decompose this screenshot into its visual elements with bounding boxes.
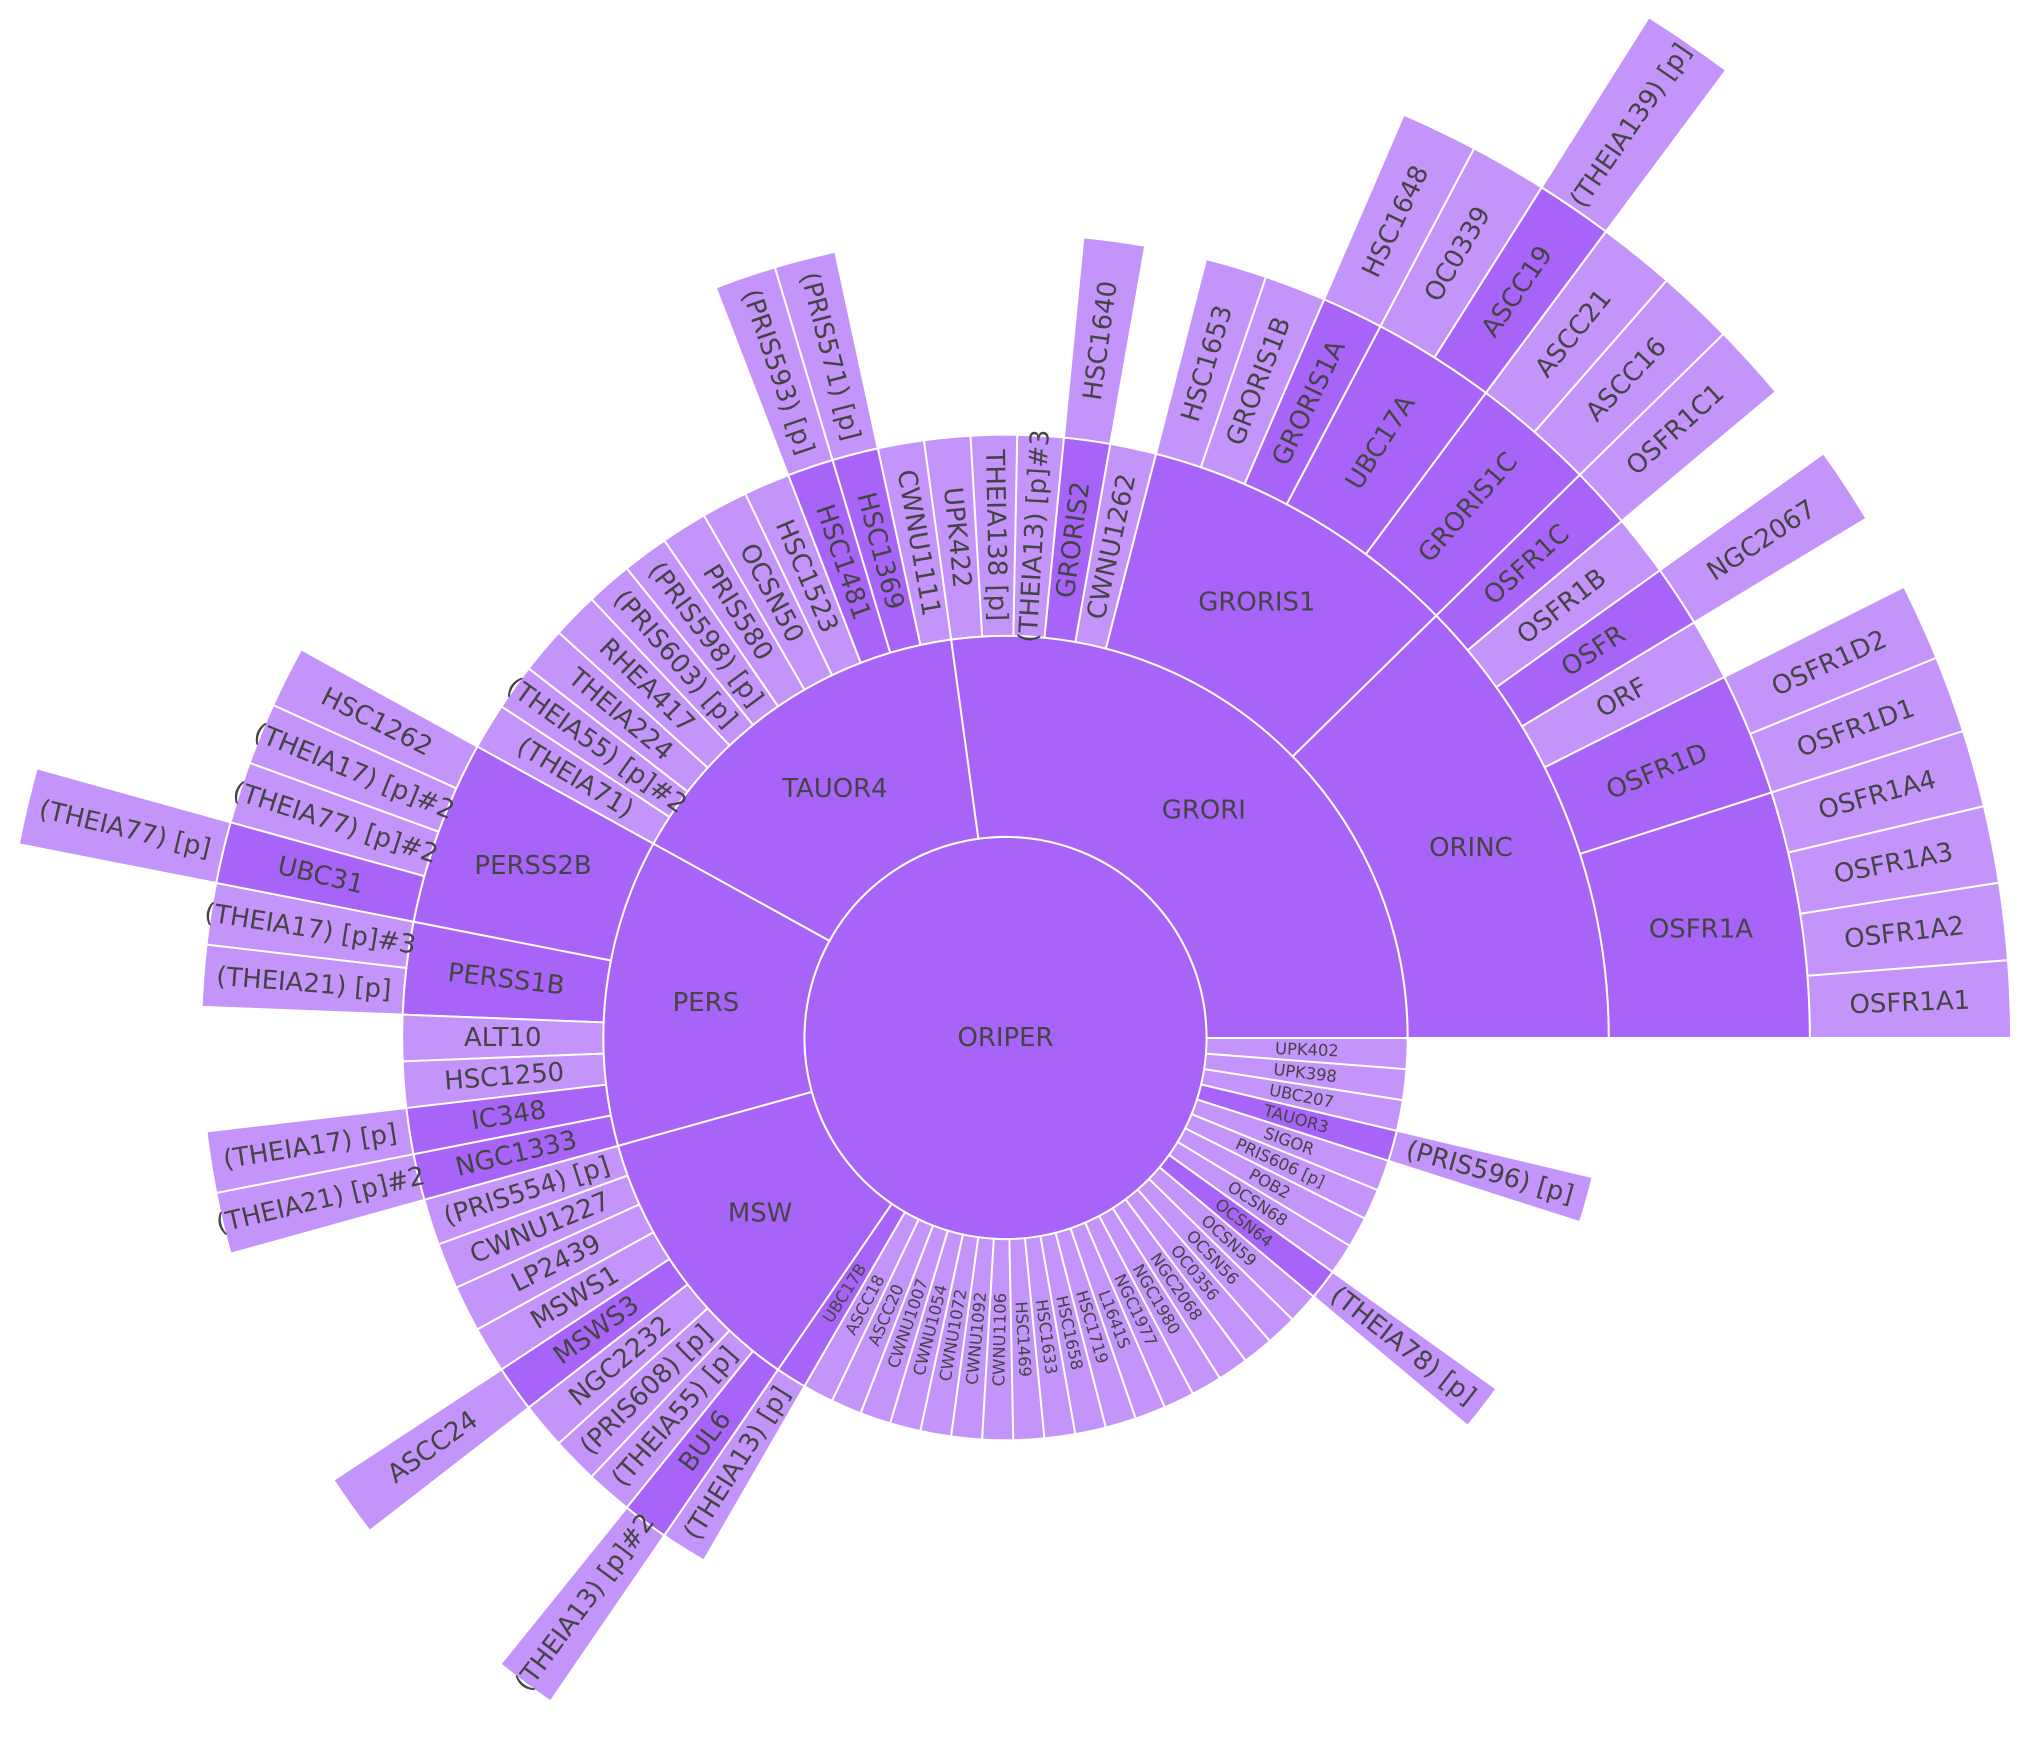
wedge-label: OSFR1A: [1649, 914, 1753, 944]
wedge-label: THEIA138 [p]: [979, 448, 1012, 621]
wedge: [1204, 1037, 1409, 1071]
wedge-label: PERSS2B: [474, 851, 591, 881]
wedge-label: (THEIA78) [p]: [1324, 1280, 1481, 1411]
wedge-label: ORINC: [1429, 833, 1513, 863]
wedge-label: PERS: [673, 988, 740, 1018]
wedge-label: ALT10: [464, 1023, 541, 1053]
wedge-label: OSFR1A1: [1849, 986, 1971, 1021]
wedge-label: GRORIS1: [1198, 588, 1315, 618]
wedge-label: UPK402: [1275, 1039, 1339, 1060]
wedge-label: HSC1469: [1011, 1301, 1034, 1378]
root-label: ORIPER: [957, 1023, 1053, 1053]
wedge-label: MSW: [728, 1198, 793, 1228]
wedge-label: TAUOR4: [781, 774, 888, 804]
wedge-label: (THEIA13) [p]#2: [509, 1508, 661, 1697]
wedges: [17, 15, 2012, 1703]
wedge-label: GRORI: [1162, 796, 1246, 826]
wedge-label: CWNU1106: [989, 1293, 1010, 1387]
